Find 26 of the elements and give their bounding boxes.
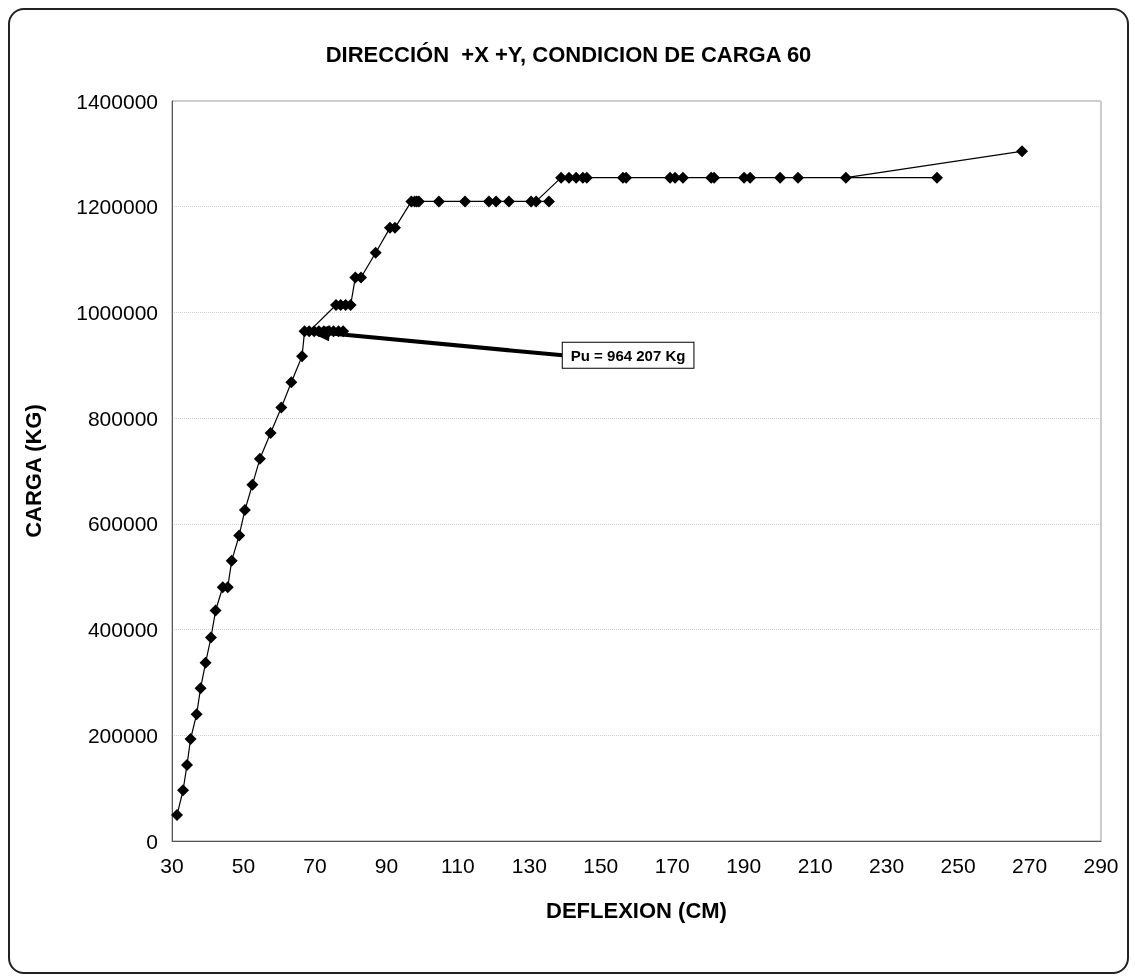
y-axis-title: CARGA (KG) <box>20 404 46 538</box>
chart-title: DIRECCIÓN +X +Y, CONDICION DE CARGA 60 <box>325 41 812 67</box>
x-tick-label: 150 <box>583 854 619 877</box>
y-tick-label: 800000 <box>87 406 158 430</box>
annotation: Pu = 964 207 Kg <box>570 346 686 364</box>
x-tick-label: 190 <box>726 854 762 877</box>
x-tick-label: 210 <box>797 854 833 877</box>
y-tick-label: 0 <box>146 829 158 853</box>
x-axis-title: DEFLEXION (CM) <box>546 897 727 923</box>
y-tick-label: 1000000 <box>76 300 158 324</box>
x-tick-label: 290 <box>1083 854 1119 877</box>
x-tick-label: 110 <box>441 854 475 877</box>
x-tick-label: 230 <box>869 854 905 877</box>
x-tick-label: 170 <box>654 854 690 877</box>
x-tick-label: 30 <box>160 854 184 877</box>
y-tick-label: 600000 <box>87 512 158 536</box>
y-tick-label: 1200000 <box>76 195 158 219</box>
x-tick-label: 270 <box>1012 854 1048 877</box>
y-tick-label: 1400000 <box>76 89 158 113</box>
x-tick-label: 130 <box>511 854 547 877</box>
x-tick-label: 70 <box>303 854 327 877</box>
x-tick-label: 50 <box>231 854 256 877</box>
y-tick-label: 200000 <box>87 723 158 747</box>
x-tick-label: 90 <box>374 854 399 877</box>
y-tick-label: 400000 <box>87 618 158 642</box>
x-tick-label: 250 <box>940 854 976 877</box>
